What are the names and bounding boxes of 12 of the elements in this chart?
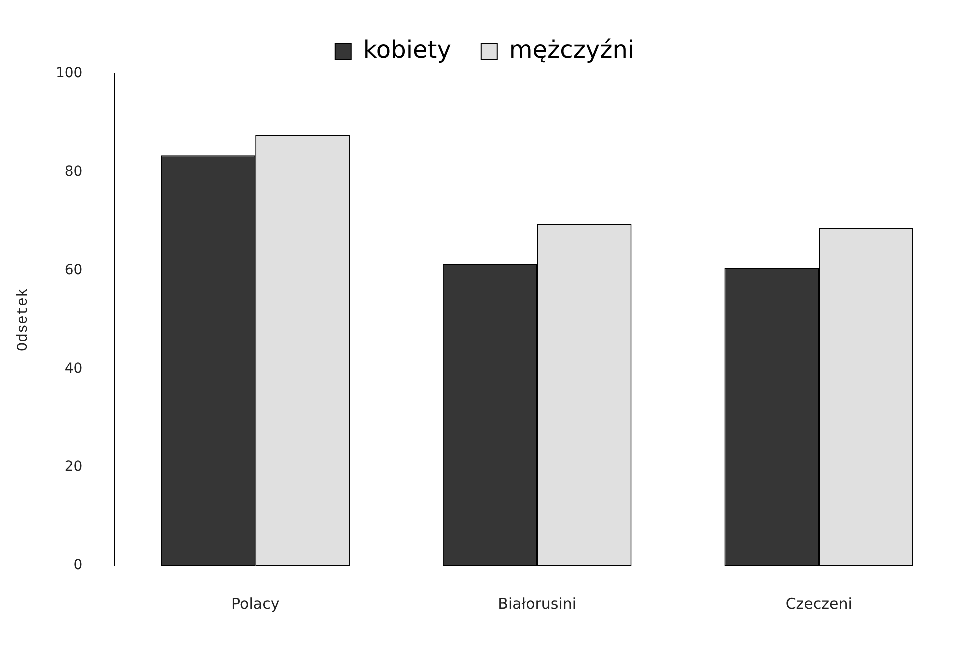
- x-tick-label: Czeczeni: [786, 594, 852, 613]
- legend-label: mężczyźni: [509, 36, 635, 64]
- legend-label: kobiety: [363, 36, 452, 64]
- y-tick-label: 20: [64, 459, 83, 476]
- y-tick-label: 0: [74, 558, 83, 574]
- y-axis-title: Odsetek: [14, 288, 32, 352]
- y-tick-label: 60: [64, 262, 83, 278]
- x-tick-label: Polacy: [232, 594, 280, 613]
- y-tick-label: 80: [64, 164, 83, 180]
- y-tick-label: 100: [56, 66, 83, 82]
- y-tick-label: 40: [64, 360, 83, 377]
- x-tick-label: Białorusini: [498, 594, 577, 613]
